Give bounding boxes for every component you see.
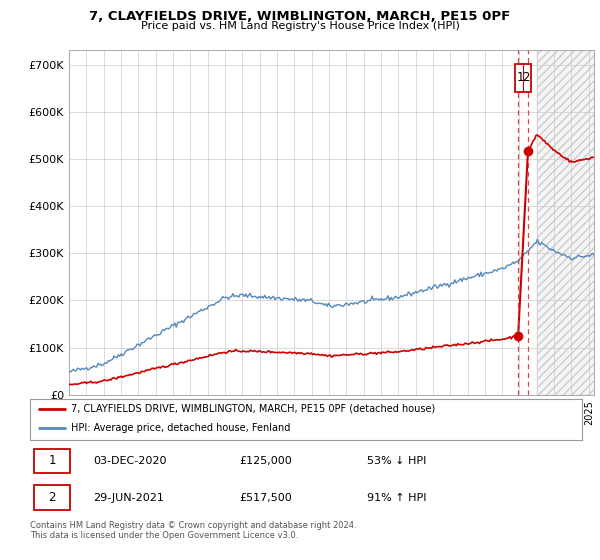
Bar bbox=[537, 50, 600, 395]
Text: 1: 1 bbox=[516, 72, 524, 85]
Text: 7, CLAYFIELDS DRIVE, WIMBLINGTON, MARCH, PE15 0PF: 7, CLAYFIELDS DRIVE, WIMBLINGTON, MARCH,… bbox=[89, 10, 511, 23]
FancyBboxPatch shape bbox=[515, 64, 531, 92]
Text: 7, CLAYFIELDS DRIVE, WIMBLINGTON, MARCH, PE15 0PF (detached house): 7, CLAYFIELDS DRIVE, WIMBLINGTON, MARCH,… bbox=[71, 404, 436, 414]
FancyBboxPatch shape bbox=[34, 449, 70, 473]
Text: 1: 1 bbox=[49, 454, 56, 468]
Text: Price paid vs. HM Land Registry's House Price Index (HPI): Price paid vs. HM Land Registry's House … bbox=[140, 21, 460, 31]
Bar bbox=[537, 50, 600, 395]
Text: £125,000: £125,000 bbox=[240, 456, 293, 466]
Text: 91% ↑ HPI: 91% ↑ HPI bbox=[367, 493, 426, 503]
FancyBboxPatch shape bbox=[34, 486, 70, 510]
Text: 2: 2 bbox=[49, 491, 56, 505]
Text: This data is licensed under the Open Government Licence v3.0.: This data is licensed under the Open Gov… bbox=[30, 531, 298, 540]
Text: HPI: Average price, detached house, Fenland: HPI: Average price, detached house, Fenl… bbox=[71, 423, 291, 433]
Text: 53% ↓ HPI: 53% ↓ HPI bbox=[367, 456, 426, 466]
Text: 2: 2 bbox=[523, 72, 530, 85]
Text: Contains HM Land Registry data © Crown copyright and database right 2024.: Contains HM Land Registry data © Crown c… bbox=[30, 521, 356, 530]
Text: 03-DEC-2020: 03-DEC-2020 bbox=[94, 456, 167, 466]
Text: 29-JUN-2021: 29-JUN-2021 bbox=[94, 493, 164, 503]
Text: £517,500: £517,500 bbox=[240, 493, 293, 503]
